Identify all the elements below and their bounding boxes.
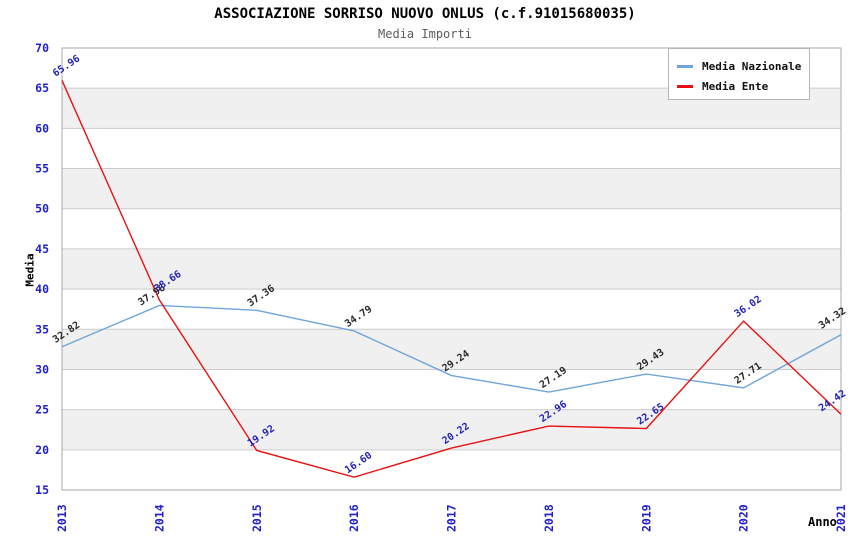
y-tick-label: 25 [35, 403, 49, 417]
x-tick-label: 2021 [834, 504, 848, 532]
y-tick-label: 15 [35, 483, 49, 497]
media-ente-line-marker [677, 85, 693, 88]
plot-band [62, 128, 841, 169]
plot-band [62, 168, 841, 209]
legend-item-media-ente: Media Ente [677, 80, 809, 93]
series-line-media-nazionale [61, 304, 842, 393]
x-tick-label: 2017 [445, 504, 459, 532]
plot-band [62, 289, 841, 330]
y-tick-label: 40 [35, 282, 49, 296]
x-tick-label: 2020 [737, 504, 751, 532]
plot-band [62, 449, 841, 490]
x-tick-label: 2013 [55, 504, 69, 532]
chart-title: ASSOCIAZIONE SORRISO NUOVO ONLUS (c.f.91… [214, 6, 636, 22]
legend-label-media-nazionale: Media Nazionale [702, 60, 802, 73]
y-tick-label: 50 [35, 202, 49, 216]
y-tick-label: 20 [35, 443, 49, 457]
plot-band [62, 208, 841, 249]
y-tick-label: 30 [35, 362, 49, 376]
y-tick-label: 55 [35, 162, 49, 176]
plot-border [61, 47, 842, 491]
media-nazionale-line-marker [677, 65, 693, 68]
x-tick-label: 2014 [152, 504, 166, 532]
y-axis-title: Media [23, 253, 37, 287]
plot-band [62, 248, 841, 290]
y-tick-label: 35 [35, 322, 49, 336]
y-tick-label: 60 [35, 121, 49, 135]
x-axis-title: Anno [808, 515, 837, 529]
y-tick-label: 45 [35, 242, 49, 256]
x-tick-label: 2015 [250, 504, 264, 532]
chart-subtitle: Media Importi [378, 27, 472, 41]
x-tick-label: 2016 [347, 504, 361, 532]
legend: Media Nazionale Media Ente [668, 48, 810, 100]
legend-item-media-nazionale: Media Nazionale [677, 60, 809, 73]
y-tick-label: 65 [35, 81, 49, 95]
y-tick-label: 70 [35, 41, 49, 55]
x-tick-label: 2019 [639, 504, 653, 532]
legend-label-media-ente: Media Ente [702, 80, 769, 93]
plot-band [62, 409, 841, 450]
series-line-media-ente [61, 80, 842, 478]
x-tick-label: 2018 [542, 504, 556, 532]
